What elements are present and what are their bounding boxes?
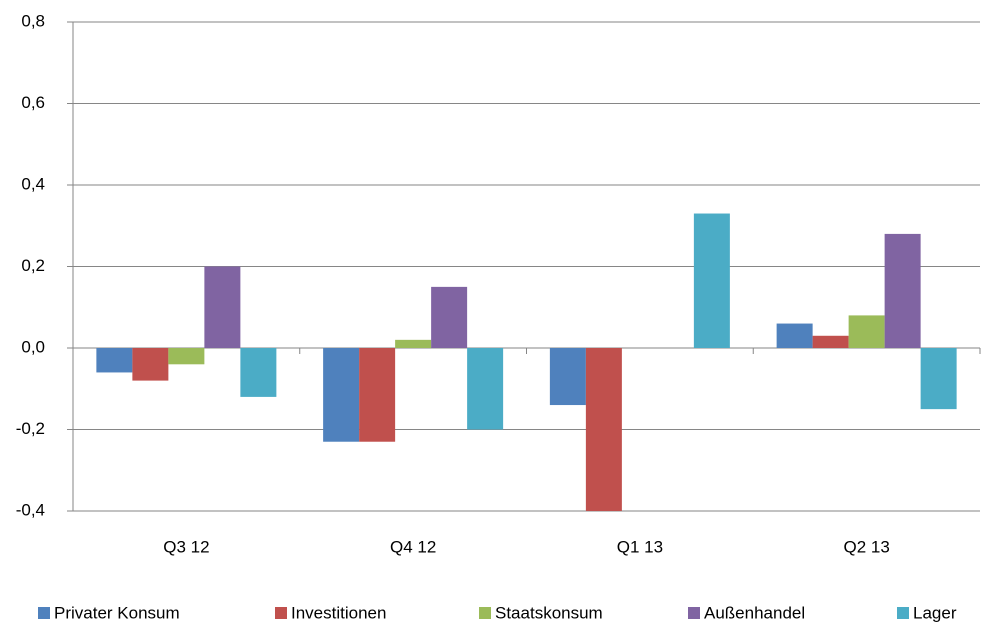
legend-label: Privater Konsum: [54, 603, 180, 622]
x-tick-label: Q1 13: [617, 537, 663, 556]
bar: [168, 348, 205, 365]
x-tick-label: Q2 13: [843, 537, 889, 556]
legend-swatch: [897, 607, 909, 619]
bar: [693, 213, 730, 348]
bar: [240, 348, 277, 397]
y-tick-label: 0,6: [21, 93, 45, 112]
bar: [884, 233, 921, 348]
bar: [395, 339, 432, 348]
x-tick-label: Q3 12: [163, 537, 209, 556]
bar: [549, 348, 586, 406]
legend-swatch: [275, 607, 287, 619]
bar: [323, 348, 360, 442]
y-tick-label: 0,8: [21, 11, 45, 30]
bar: [431, 286, 468, 348]
bar: [920, 348, 957, 410]
y-tick-label: -0,4: [16, 500, 45, 519]
bar: [204, 266, 241, 348]
bar: [359, 348, 396, 442]
legend-label: Investitionen: [291, 603, 386, 622]
bar: [812, 335, 849, 348]
bar: [96, 348, 133, 373]
y-tick-label: -0,2: [16, 419, 45, 438]
bar: [132, 348, 169, 381]
y-tick-label: 0,2: [21, 256, 45, 275]
bar: [848, 315, 885, 348]
legend-label: Lager: [913, 603, 957, 622]
legend-label: Staatskonsum: [495, 603, 603, 622]
legend-swatch: [688, 607, 700, 619]
legend-swatch: [479, 607, 491, 619]
y-tick-label: 0,4: [21, 174, 45, 193]
legend-swatch: [38, 607, 50, 619]
x-tick-label: Q4 12: [390, 537, 436, 556]
y-tick-label: 0,0: [21, 337, 45, 356]
bar: [776, 323, 813, 348]
bar: [585, 348, 622, 511]
legend-label: Außenhandel: [704, 603, 805, 622]
bar: [467, 348, 504, 430]
